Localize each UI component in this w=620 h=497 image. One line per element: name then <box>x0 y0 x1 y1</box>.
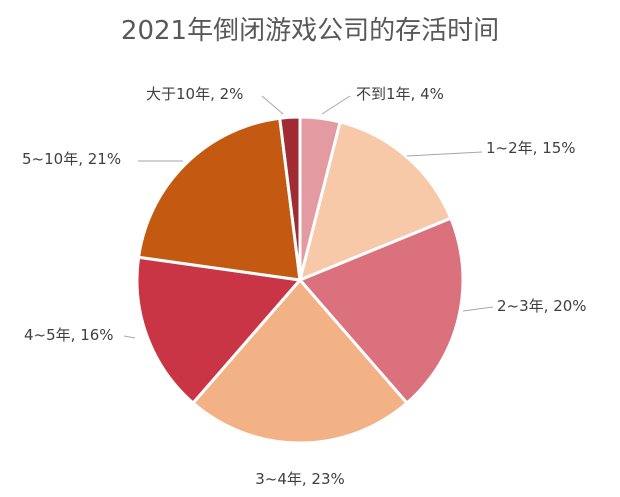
slice-label: 不到1年, 4% <box>356 85 444 103</box>
leader-line <box>321 95 351 115</box>
slice-label: 5~10年, 21% <box>22 150 121 168</box>
slice-label: 4~5年, 16% <box>24 326 114 344</box>
pie-slice <box>190 277 410 445</box>
leader-line <box>261 95 284 115</box>
slice-label: 3~4年, 23% <box>255 470 345 488</box>
chart-title: 2021年倒闭游戏公司的存活时间 <box>120 16 500 46</box>
slice-label: 1~2年, 15% <box>486 139 576 157</box>
leader-line <box>462 306 494 312</box>
leader-line <box>123 335 136 339</box>
pie-slice <box>135 255 303 406</box>
slice-label: 大于10年, 2% <box>146 85 243 103</box>
pie-slice <box>297 120 453 283</box>
pie-slice <box>136 116 302 282</box>
slice-label: 2~3年, 20% <box>497 297 587 315</box>
pie-slice <box>278 115 302 281</box>
pie-slice <box>297 216 465 406</box>
leader-line <box>406 151 483 157</box>
